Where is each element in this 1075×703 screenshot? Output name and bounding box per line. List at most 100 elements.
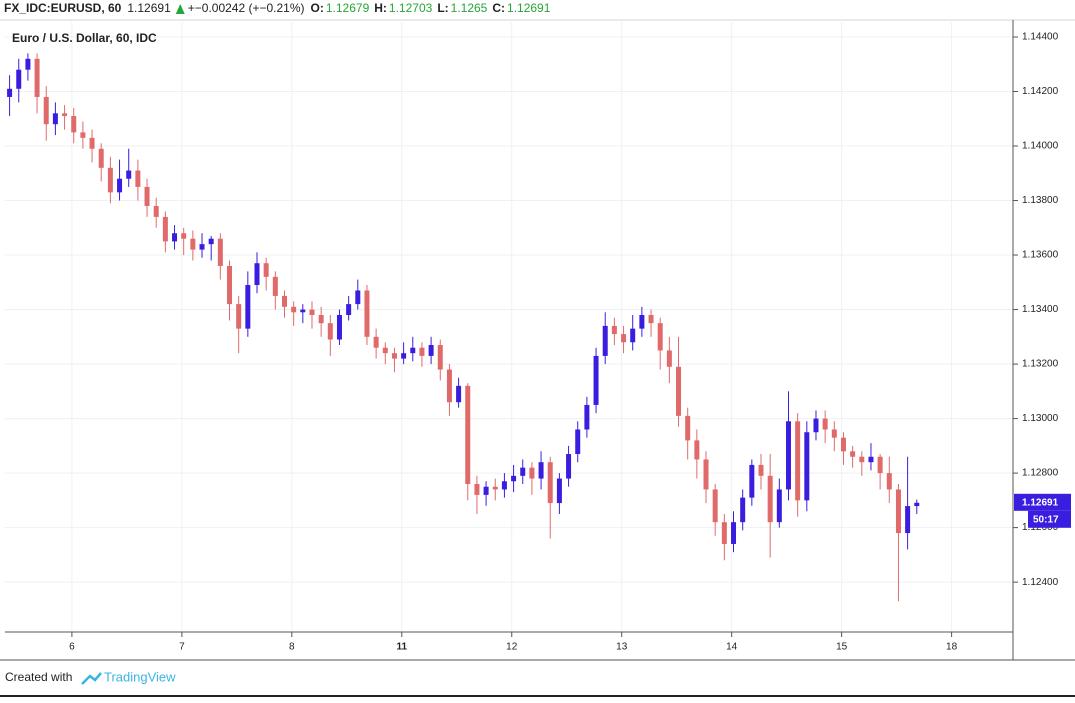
price-label-box (1014, 493, 1071, 511)
candle-body (236, 304, 242, 329)
candle-body (575, 429, 581, 455)
candle-body (309, 309, 315, 316)
candle-body (584, 404, 590, 430)
candle-body (859, 456, 865, 463)
candle-body (850, 451, 856, 457)
candle-body (144, 186, 150, 206)
candle-body (25, 58, 31, 70)
candle-body (346, 304, 352, 316)
candle-body (758, 464, 764, 476)
brand-logo (81, 672, 102, 685)
candle-body (474, 483, 480, 495)
ohlc-value: 1.12703 (389, 1, 433, 15)
candle-body (80, 132, 86, 138)
candle-body (291, 306, 297, 313)
candle-body (483, 486, 489, 495)
candle-body (117, 178, 123, 193)
ohlc-label: L: (437, 1, 448, 15)
candle-body (465, 385, 471, 484)
candle-body (7, 88, 13, 97)
countdown-box (1028, 510, 1071, 528)
candle-body (382, 347, 388, 354)
candle-body (98, 148, 104, 168)
chart-title: Euro / U.S. Dollar, 60, IDC (12, 31, 157, 45)
candle-body (446, 369, 452, 403)
candle-body (556, 478, 562, 504)
candle-body (795, 421, 801, 501)
candle-body (227, 265, 233, 305)
candle-body (676, 366, 682, 416)
candle-body (877, 456, 883, 474)
candle-body (511, 475, 517, 482)
candle-body (712, 489, 718, 523)
candle-body (217, 238, 223, 266)
candle-body (685, 415, 691, 441)
candle-body (785, 421, 791, 490)
candle-body (254, 263, 260, 286)
x-tick-label: 13 (616, 642, 628, 653)
up-arrow (175, 4, 185, 14)
candle-body (776, 489, 782, 523)
candle-body (868, 456, 874, 463)
candle-body (126, 170, 132, 179)
candle-body (355, 290, 361, 305)
y-tick-label: 1.14400 (1022, 32, 1059, 43)
candle-body (905, 506, 911, 534)
y-tick-label: 1.13200 (1022, 359, 1059, 370)
candle-body (300, 309, 306, 313)
candle-body (566, 454, 572, 479)
x-tick-label: 7 (179, 642, 185, 653)
candle-body (199, 244, 205, 250)
footer-created: Created with (5, 670, 72, 684)
candle-body (272, 276, 278, 296)
candle-body (895, 489, 901, 534)
ohlc-label: H: (374, 1, 387, 15)
candle-body (804, 432, 810, 501)
candle-body (501, 481, 507, 490)
ohlc-value: 1.1265 (451, 1, 488, 15)
last-price: 1.12691 (127, 1, 171, 15)
candle-body (602, 325, 608, 356)
symbol: FX_IDC:EURUSD, 60 (4, 1, 122, 15)
candle-body (666, 350, 672, 367)
candle-body (886, 473, 892, 490)
y-tick-label: 1.13000 (1022, 413, 1059, 424)
candle-body (401, 353, 407, 359)
candle-body (694, 440, 700, 460)
candle-body (437, 344, 443, 370)
y-tick-label: 1.13400 (1022, 304, 1059, 315)
y-tick-label: 1.13600 (1022, 250, 1059, 261)
candle-body (492, 486, 498, 490)
candle-body (245, 285, 251, 329)
candle-body (547, 462, 553, 504)
candle-body (639, 315, 645, 329)
header: FX_IDC:EURUSD, 60 1.12691 +−0.00242 (+−0… (4, 1, 551, 15)
candle-body (410, 347, 416, 354)
candle-body (16, 69, 22, 89)
x-tick-label: 15 (836, 642, 848, 653)
footer-brand[interactable]: TradingView (104, 669, 176, 684)
countdown: 50:17 (1033, 514, 1059, 525)
x-tick-label: 6 (69, 642, 75, 653)
candle-body (456, 385, 462, 403)
candle-body (71, 116, 77, 133)
x-tick-label: 18 (946, 642, 958, 653)
candle-body (327, 323, 333, 340)
candle-body (52, 113, 58, 125)
candle-body (593, 355, 599, 405)
candle-body (703, 459, 709, 490)
change: +−0.00242 (+−0.21%) (188, 1, 305, 15)
x-tick-label: 14 (726, 642, 738, 653)
candle-body (611, 325, 617, 335)
candle-body (621, 334, 627, 343)
candle-body (822, 418, 828, 430)
x-tick-label: 11 (396, 642, 407, 653)
ohlc-value: 1.12691 (507, 1, 551, 15)
candle-body (721, 522, 727, 544)
candle-body (767, 475, 773, 523)
x-tick-label: 8 (289, 642, 295, 653)
candle-body (107, 167, 113, 193)
candle-body (731, 522, 737, 544)
